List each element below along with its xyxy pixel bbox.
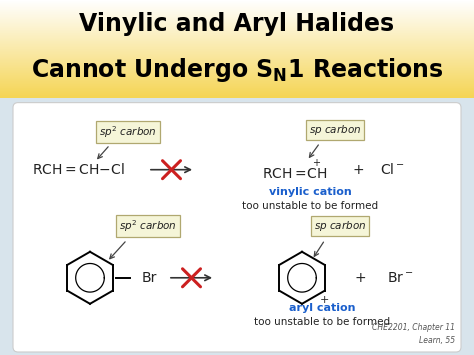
Text: $sp$ carbon: $sp$ carbon	[309, 123, 361, 137]
Text: Br: Br	[142, 271, 157, 285]
Text: Vinylic and Aryl Halides: Vinylic and Aryl Halides	[80, 12, 394, 37]
FancyBboxPatch shape	[13, 103, 461, 352]
Text: $sp^2$ carbon: $sp^2$ carbon	[99, 124, 157, 140]
Text: $+$: $+$	[354, 271, 366, 285]
Text: $sp$ carbon: $sp$ carbon	[314, 219, 366, 233]
Text: CHE2201, Chapter 11
Learn, 55: CHE2201, Chapter 11 Learn, 55	[372, 323, 455, 345]
Text: vinylic cation: vinylic cation	[269, 187, 351, 197]
Text: RCH$=\!\overset{+}{\mathrm{CH}}$: RCH$=\!\overset{+}{\mathrm{CH}}$	[262, 158, 328, 182]
Text: too unstable to be formed: too unstable to be formed	[242, 201, 378, 211]
Text: $sp^2$ carbon: $sp^2$ carbon	[119, 218, 177, 234]
Text: Cannot Undergo $\mathregular{S_N}$1 Reactions: Cannot Undergo $\mathregular{S_N}$1 Reac…	[31, 56, 443, 84]
Text: $+$: $+$	[319, 294, 329, 305]
Text: RCH$=$CH$-$Cl: RCH$=$CH$-$Cl	[32, 162, 124, 177]
Text: Cl$^-$: Cl$^-$	[380, 162, 404, 177]
Text: too unstable to be formed: too unstable to be formed	[254, 317, 390, 327]
Text: $+$: $+$	[352, 163, 364, 177]
Text: aryl cation: aryl cation	[289, 303, 355, 313]
Text: Br$^-$: Br$^-$	[387, 271, 413, 285]
